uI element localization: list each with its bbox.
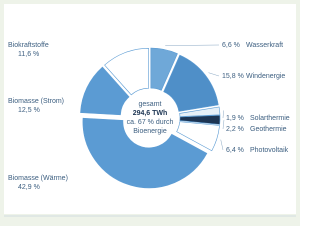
value-label: 12,5 % [18,107,40,114]
center-text: ca. 67 % durch [127,119,174,126]
center-text: 294,6 TWh [133,110,168,117]
value-label: 15,8 % [222,73,244,80]
value-label: 11,6 % [18,51,39,58]
value-label: 2,2 % [226,126,244,133]
leader-line [220,139,224,151]
leader-line [222,119,225,130]
segment [179,114,221,125]
chart: 6,6 % Wasserkraft 15,8 % Windenergie 1,9 % So… [0,0,300,226]
category-label: Biomasse (Wärme) [8,175,68,182]
segment [80,66,130,116]
category-label: Photovoltaik [250,147,289,154]
segment [150,47,178,91]
category-label: Windenergie [246,73,285,80]
category-label: Geothermie [250,126,287,133]
category-label: Wasserkraft [246,42,283,49]
leader-line [165,44,220,46]
center-text: Bioenergie [133,128,167,135]
segment [163,54,219,112]
value-label: 42,9 % [18,184,40,191]
value-label: 6,6 % [222,42,240,49]
category-label: Biomasse (Strom) [8,98,64,105]
value-label: 6,4 % [226,147,244,154]
value-label: 1,9 % [226,115,244,122]
page: 6,6 % Wasserkraft 15,8 % Windenergie 1,9 % So… [0,0,300,226]
segment [82,117,208,189]
category-label: Solarthermie [250,115,290,122]
center-text: gesamt [139,101,162,108]
leader-line [222,110,224,119]
segment [179,106,221,117]
category-label: Biokraftstoffe [8,42,49,49]
segment [176,121,220,152]
segment [104,47,149,96]
leader-line [208,72,220,77]
